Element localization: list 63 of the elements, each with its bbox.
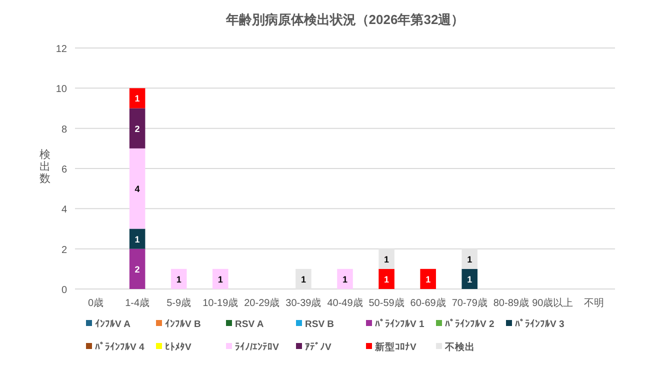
y-tick-label: 0: [61, 285, 68, 296]
chart-title: 年齢別病原体検出状況（2026年第32週）: [224, 12, 464, 27]
y-tick-label: 8: [61, 124, 68, 136]
x-tick-label: 50-59歳: [368, 297, 404, 309]
legend-label: ﾗｲﾉ/ｴﾝﾃﾛV: [235, 341, 280, 353]
bar: [129, 88, 146, 108]
bar: [129, 248, 146, 289]
bar: [337, 268, 353, 289]
bar: [462, 248, 478, 269]
y-tick-label: 6: [61, 164, 68, 176]
bar: [170, 268, 187, 289]
bar: [462, 268, 478, 289]
x-tick-label: 0歳: [88, 297, 104, 309]
legend-label: RSV B: [305, 319, 334, 330]
bar: [420, 268, 436, 289]
data-label: 1: [176, 274, 182, 284]
x-tick-label: 90歳以上: [532, 297, 574, 309]
x-tick-label: 5-9歳: [166, 297, 192, 309]
x-tick-label: 1-4歳: [125, 297, 150, 309]
legend-label: ｲﾝﾌﾙV A: [95, 318, 131, 330]
data-label: 2: [134, 264, 140, 274]
data-label: 4: [134, 184, 140, 194]
legend-label: 不検出: [444, 341, 475, 353]
data-label: 1: [426, 274, 431, 284]
data-label: 1: [134, 234, 140, 244]
legend-label: ﾋﾄﾒﾀV: [165, 341, 192, 353]
data-label: 1: [467, 254, 472, 264]
x-tick-label: 20-29歳: [244, 297, 280, 309]
legend-label: ﾊﾟﾗｲﾝﾌﾙV 2: [445, 318, 494, 330]
bar: [378, 268, 394, 289]
bar: [129, 148, 146, 229]
legend-label: ﾊﾟﾗｲﾝﾌﾙV 4: [95, 341, 145, 353]
bar: [296, 268, 312, 289]
data-label: 1: [384, 254, 390, 264]
data-label: 1: [384, 274, 390, 284]
bar: [212, 268, 228, 289]
x-tick-label: 40-49歳: [327, 297, 363, 309]
x-tick-label: 70-79歳: [452, 297, 488, 309]
legend-label: 新型ｺﾛﾅV: [374, 341, 417, 353]
bar: [378, 248, 394, 269]
legend-label: RSV A: [235, 319, 264, 330]
bar: [129, 228, 146, 249]
legend-label: ﾊﾟﾗｲﾝﾌﾙV 3: [515, 318, 564, 330]
legend-label: ｲﾝﾌﾙV B: [165, 318, 201, 330]
y-tick-label: 10: [56, 84, 68, 96]
data-label: 1: [218, 274, 223, 284]
y-tick-label: 4: [61, 204, 68, 216]
x-tick-label: 80-89歳: [493, 297, 529, 309]
x-tick-label: 10-19歳: [202, 297, 238, 309]
y-tick-label: 2: [61, 244, 68, 256]
data-label: 1: [342, 274, 348, 284]
x-tick-label: 60-69歳: [410, 297, 446, 309]
data-label: 2: [134, 124, 140, 134]
data-label: 1: [134, 94, 140, 104]
x-tick-label: 不明: [584, 298, 604, 309]
legend-label: ｱﾃﾞﾉV: [305, 341, 332, 353]
y-axis-title: 検出数: [40, 149, 50, 185]
bar: [129, 108, 146, 148]
y-tick-label: 12: [56, 44, 68, 55]
data-label: 1: [300, 274, 306, 284]
legend-label: ﾊﾟﾗｲﾝﾌﾙV 1: [375, 318, 425, 330]
x-tick-label: 30-39歳: [286, 297, 322, 309]
data-label: 1: [467, 274, 472, 284]
